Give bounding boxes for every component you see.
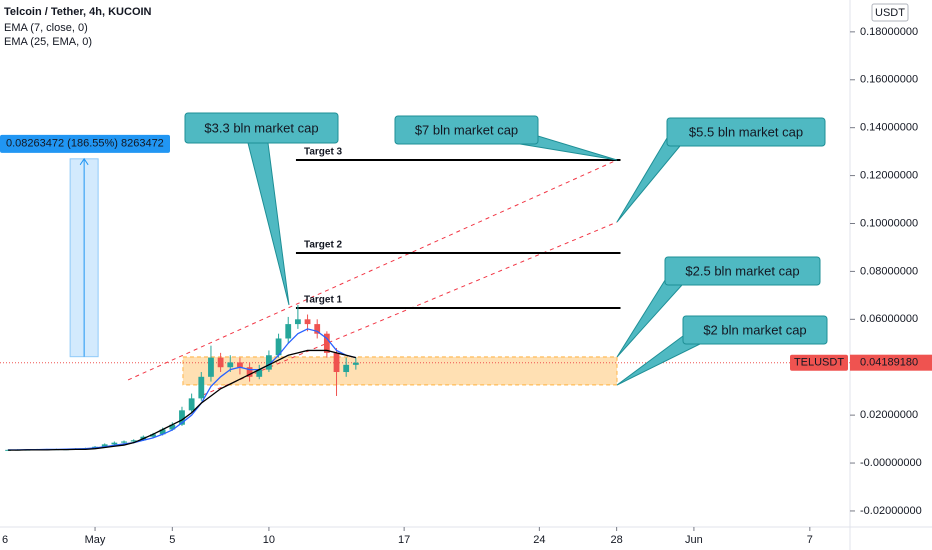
candle-body	[179, 410, 185, 425]
candle-body	[352, 362, 359, 365]
candle-body	[208, 357, 214, 377]
y-tick-label: 0.10000000	[860, 217, 918, 229]
candle-body	[159, 429, 166, 435]
x-tick-label: Jun	[685, 534, 703, 546]
candle-body	[130, 440, 137, 442]
candle-body	[150, 434, 156, 437]
callout-box	[664, 256, 821, 286]
target-label: Target 3	[304, 147, 343, 158]
y-tick-label: 0.16000000	[860, 74, 918, 86]
candle-body	[275, 338, 282, 356]
last-price-label: 0.04189180	[860, 357, 918, 369]
currency-box	[871, 3, 909, 22]
candle-body	[101, 444, 108, 447]
candle-body	[285, 324, 292, 339]
candle-body	[121, 441, 127, 443]
callout-text: $3.3 bln market cap	[204, 120, 318, 135]
ema-line	[8, 349, 356, 451]
x-tick-label: 24	[533, 534, 545, 546]
last-price-box	[850, 354, 932, 371]
callout-box	[666, 117, 826, 147]
candle-body	[266, 355, 272, 370]
candle-body	[343, 364, 350, 373]
currency: USDT	[875, 7, 905, 19]
callout-text: $7 bln market cap	[415, 122, 518, 137]
candle-body	[314, 324, 321, 334]
y-tick-label: 0.12000000	[860, 169, 918, 181]
callout-text: $2 bln market cap	[703, 322, 806, 337]
candle-body	[198, 376, 205, 399]
x-tick-label: 6	[2, 534, 8, 546]
y-tick-label: -0.00000000	[860, 457, 922, 469]
candle-body	[169, 424, 176, 430]
y-tick-label: 0.06000000	[860, 313, 918, 325]
y-tick-label: 0.14000000	[860, 122, 918, 134]
candle-body	[333, 352, 340, 373]
candle-body	[188, 398, 195, 411]
legend-entry: EMA (25, EMA, 0)	[4, 36, 92, 48]
chart-title: Telcoin / Tether, 4h, KUCOIN	[4, 6, 152, 18]
target-label: Target 1	[304, 295, 343, 306]
callout-box	[682, 315, 828, 345]
candle-body	[217, 357, 224, 368]
x-tick-label: 7	[807, 534, 813, 546]
symbol-box	[790, 354, 848, 371]
callout-text: $5.5 bln market cap	[689, 124, 803, 139]
target-label: Target 2	[304, 240, 343, 251]
x-tick-label: May	[85, 534, 106, 546]
callout-text: $2.5 bln market cap	[685, 263, 799, 278]
x-tick-label: 17	[398, 534, 410, 546]
candle-body	[304, 319, 311, 325]
measure-arrow-head	[79, 157, 89, 166]
measure-label: 0.08263472 (186.55%) 8263472	[6, 138, 164, 150]
x-tick-label: 28	[611, 534, 623, 546]
x-tick-label: 5	[169, 534, 175, 546]
candle-body	[256, 369, 263, 377]
callout-box	[394, 115, 539, 145]
candle-body	[294, 319, 301, 325]
y-tick-label: -0.02000000	[860, 505, 922, 517]
candle-body	[227, 362, 234, 368]
candle-body	[237, 362, 243, 368]
legend-entry: EMA (7, close, 0)	[4, 22, 88, 34]
x-tick-label: 10	[263, 534, 275, 546]
candle-body	[246, 367, 253, 377]
callout-box	[184, 112, 339, 144]
y-tick-label: 0.02000000	[860, 409, 918, 421]
y-tick-label: 0.18000000	[860, 26, 918, 38]
candle-body	[111, 442, 118, 445]
channel-line	[127, 159, 618, 381]
symbol-label: TELUSDT	[794, 357, 844, 369]
y-tick-label: 0.08000000	[860, 265, 918, 277]
measure-label-box	[0, 134, 170, 153]
candle-body	[323, 333, 330, 353]
